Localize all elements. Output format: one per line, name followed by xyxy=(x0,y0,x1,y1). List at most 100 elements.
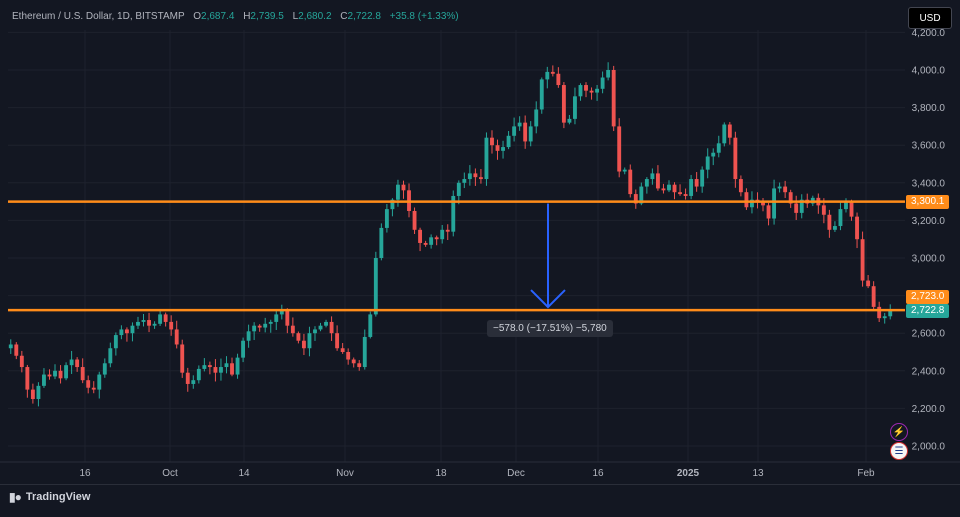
candle-body xyxy=(561,85,566,123)
candle-body xyxy=(329,321,334,334)
candle-body xyxy=(335,333,340,349)
candle-body xyxy=(102,363,107,375)
candle-body xyxy=(501,147,505,151)
lightning-alert-icon[interactable]: ⚡ xyxy=(890,423,908,441)
candle-body xyxy=(113,335,118,349)
candle-body xyxy=(241,340,246,358)
y-tick-label: 2,200.0 xyxy=(912,404,946,415)
candle-body xyxy=(584,85,588,91)
candle-body xyxy=(772,188,777,219)
candle-body xyxy=(456,182,461,196)
candle-body xyxy=(761,201,765,206)
candle-body xyxy=(429,237,434,245)
candle-body xyxy=(91,387,96,390)
candle-body xyxy=(368,314,373,337)
candle-body xyxy=(119,329,124,336)
x-tick-label: 14 xyxy=(238,468,250,479)
tradingview-branding[interactable]: ▮● TradingView xyxy=(9,490,90,504)
candle-body xyxy=(727,124,732,138)
candle-body xyxy=(47,374,52,377)
x-tick-label: 13 xyxy=(752,468,764,479)
candle-body xyxy=(75,359,80,368)
candle-body xyxy=(53,370,57,377)
measure-label: −578.0 (−17.51%) −5,780 xyxy=(487,320,613,337)
candle-body xyxy=(573,96,577,119)
high-value: 2,739.5 xyxy=(250,11,284,22)
candle-body xyxy=(158,314,163,324)
candle-body xyxy=(185,372,190,384)
candle-body xyxy=(36,385,41,399)
candle-body xyxy=(384,209,389,228)
y-tick-label: 3,600.0 xyxy=(912,141,946,152)
low-label: L xyxy=(292,11,299,22)
candle-body xyxy=(578,85,583,97)
y-tick-label: 2,400.0 xyxy=(912,366,946,377)
candle-body xyxy=(744,192,749,208)
candle-body xyxy=(838,209,843,227)
y-tick-label: 4,200.0 xyxy=(912,28,946,39)
candle-body xyxy=(678,192,682,195)
candle-body xyxy=(595,88,600,93)
candle-body xyxy=(230,363,234,375)
candle-body xyxy=(379,227,384,258)
candle-body xyxy=(445,229,450,232)
x-tick-label: 16 xyxy=(79,468,91,479)
candle-body xyxy=(451,195,456,232)
candle-body xyxy=(163,314,168,322)
candle-body xyxy=(318,325,323,330)
candle-body xyxy=(661,188,666,191)
candle-body xyxy=(19,355,24,368)
candle-body xyxy=(683,194,688,196)
measure-arrow xyxy=(530,203,566,309)
horizontal-levels xyxy=(8,200,905,312)
candle-body xyxy=(611,70,616,127)
arrow-head xyxy=(530,289,566,309)
close-value: 2,722.8 xyxy=(347,11,381,22)
candle-body xyxy=(180,344,185,373)
candle-body xyxy=(495,145,500,151)
candle-body xyxy=(545,71,550,80)
y-tick-label: 3,800.0 xyxy=(912,103,946,114)
candle-body xyxy=(722,124,727,144)
candle-body xyxy=(64,365,69,379)
candle-body xyxy=(788,192,793,204)
currency-button[interactable]: USD xyxy=(908,7,952,29)
candle-body xyxy=(694,179,699,187)
candle-body xyxy=(882,316,887,319)
candles xyxy=(8,62,893,407)
footer-bar xyxy=(0,484,960,517)
y-tick-label: 3,000.0 xyxy=(912,254,946,265)
symbol-title: Ethereum / U.S. Dollar, 1D, BITSTAMP xyxy=(12,11,185,22)
candle-body xyxy=(130,325,135,334)
x-tick-label: 16 xyxy=(592,468,604,479)
candle-body xyxy=(362,336,367,368)
candle-body xyxy=(279,310,284,315)
candle-body xyxy=(58,370,63,379)
candle-body xyxy=(296,333,301,341)
high-label: H xyxy=(243,11,251,22)
candle-body xyxy=(733,137,738,180)
candle-body xyxy=(97,374,102,390)
us-flag-icon[interactable]: ☰ xyxy=(890,442,908,460)
candle-body xyxy=(390,199,395,210)
candle-body xyxy=(257,325,262,328)
candle-body xyxy=(207,365,212,368)
candle-body xyxy=(290,325,295,334)
candle-body xyxy=(246,331,251,341)
candle-body xyxy=(672,184,677,193)
candle-body xyxy=(224,363,229,368)
candle-body xyxy=(589,90,594,93)
candle-body xyxy=(528,126,533,142)
change-value: +35.8 (+1.33%) xyxy=(389,11,459,22)
y-tick-label: 4,000.0 xyxy=(912,66,946,77)
candle-body xyxy=(14,344,19,356)
candle-body xyxy=(147,320,151,326)
x-tick-label: Oct xyxy=(162,468,178,479)
candle-body xyxy=(252,325,257,332)
candle-body xyxy=(849,201,854,217)
candle-body xyxy=(346,352,351,360)
candle-body xyxy=(340,348,345,352)
candle-body xyxy=(644,179,649,187)
